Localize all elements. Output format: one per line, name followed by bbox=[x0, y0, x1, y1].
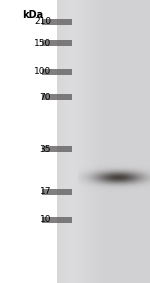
Text: 210: 210 bbox=[34, 18, 51, 27]
Bar bbox=[42, 69, 72, 75]
Bar bbox=[42, 19, 72, 25]
Bar bbox=[42, 40, 72, 46]
Text: 70: 70 bbox=[39, 93, 51, 102]
Text: 100: 100 bbox=[34, 68, 51, 76]
Text: 17: 17 bbox=[39, 188, 51, 196]
Bar bbox=[42, 146, 72, 152]
Text: 10: 10 bbox=[39, 215, 51, 224]
Bar bbox=[42, 94, 72, 100]
Text: kDa: kDa bbox=[22, 10, 44, 20]
Bar bbox=[42, 217, 72, 223]
Bar bbox=[42, 189, 72, 195]
Text: 150: 150 bbox=[34, 38, 51, 48]
Text: 35: 35 bbox=[39, 145, 51, 153]
